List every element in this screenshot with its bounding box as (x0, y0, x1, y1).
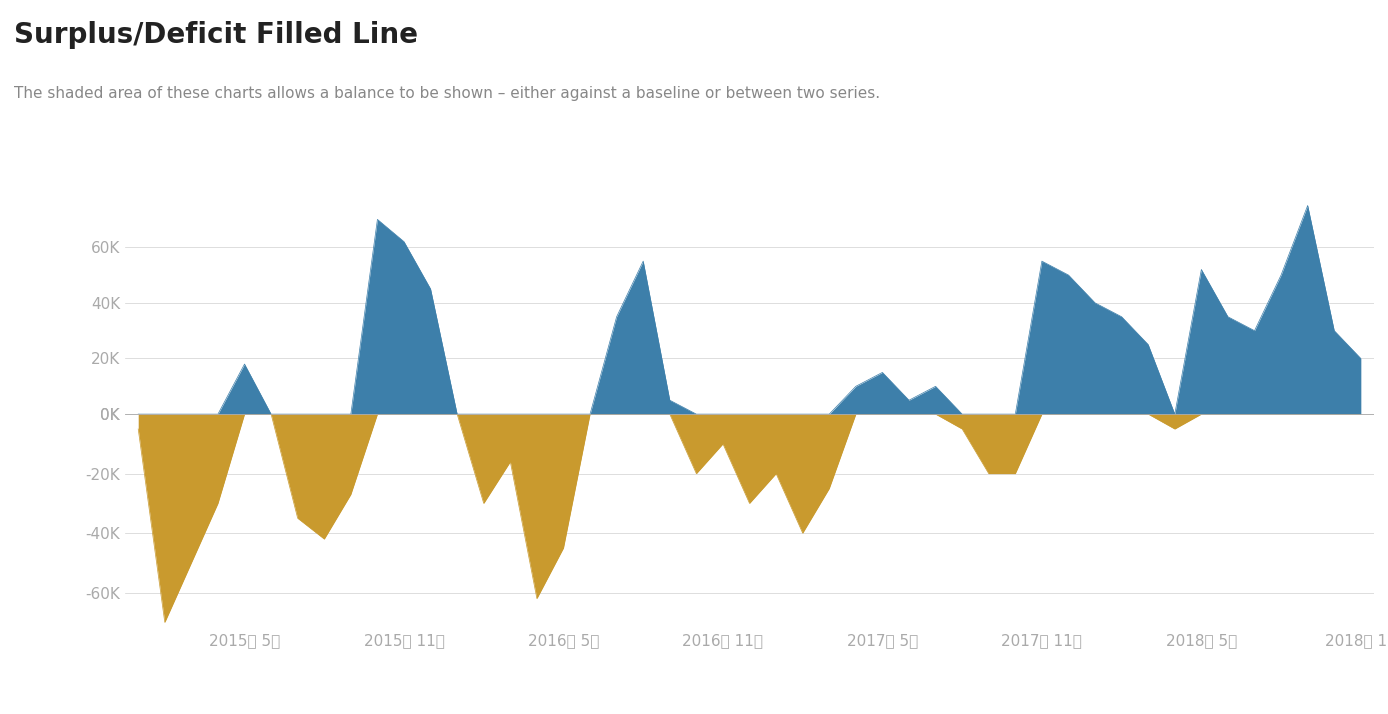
Text: The shaded area of these charts allows a balance to be shown – either against a : The shaded area of these charts allows a… (14, 86, 880, 101)
Text: Surplus/Deficit Filled Line: Surplus/Deficit Filled Line (14, 21, 418, 49)
